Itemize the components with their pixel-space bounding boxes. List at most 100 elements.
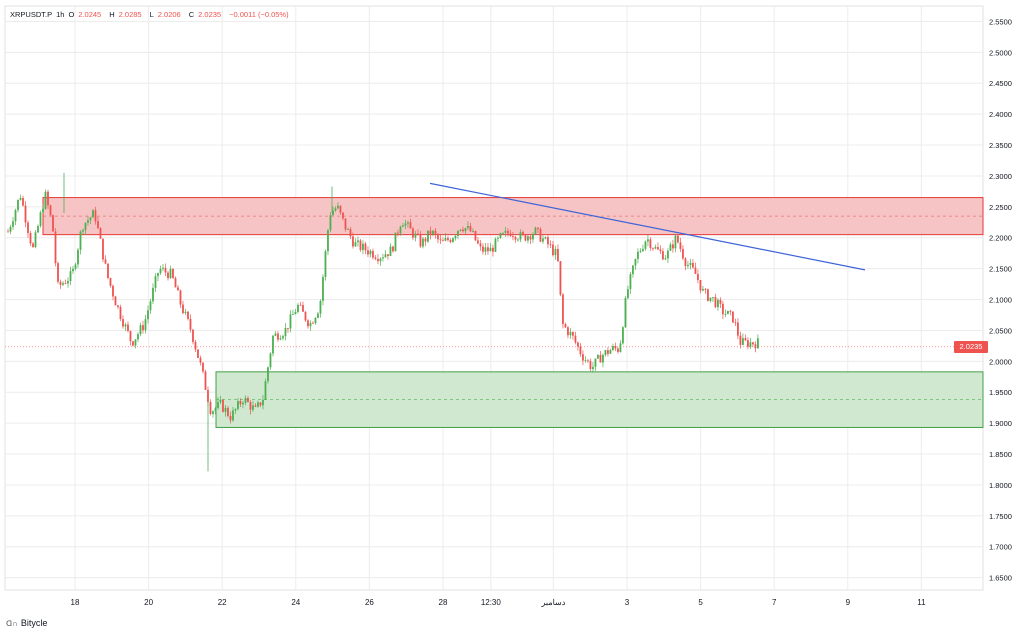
- candle-body: [17, 199, 19, 211]
- candle-body: [522, 232, 524, 235]
- candle-body: [337, 205, 339, 209]
- candle-body: [287, 328, 289, 329]
- y-tick-label: 2.2000: [989, 234, 1012, 243]
- candle-body: [37, 225, 39, 233]
- candle-body: [697, 273, 699, 280]
- candle-body: [384, 254, 387, 258]
- candle-body: [427, 230, 429, 242]
- candle-body: [537, 227, 539, 230]
- candle-body: [662, 251, 664, 260]
- candle-body: [704, 289, 707, 290]
- candle-body: [512, 236, 514, 237]
- candle-body: [132, 341, 134, 346]
- candle-body: [54, 231, 57, 264]
- candle-body: [252, 405, 254, 410]
- candle-body: [22, 197, 24, 206]
- candle-body: [257, 402, 259, 407]
- candle-body: [249, 402, 252, 410]
- candle-body: [224, 407, 227, 412]
- candle-body: [272, 335, 274, 354]
- candle-body: [194, 341, 197, 350]
- y-tick-label: 1.9500: [989, 388, 1012, 397]
- candle-body: [727, 310, 729, 315]
- candle-body: [594, 358, 597, 367]
- candle-body: [142, 325, 144, 331]
- candle-body: [129, 330, 132, 342]
- candle-body: [499, 233, 502, 238]
- x-tick-label: 9: [846, 598, 851, 607]
- candle-body: [572, 331, 574, 336]
- candle-body: [674, 235, 677, 249]
- candle-body: [237, 401, 239, 409]
- candle-body: [669, 244, 672, 251]
- candle-body: [184, 311, 187, 314]
- candle-body: [739, 335, 742, 345]
- candle-body: [262, 399, 264, 406]
- candle-body: [557, 248, 559, 262]
- candle-body: [197, 349, 199, 358]
- y-tick-label: 2.5500: [989, 17, 1012, 26]
- candle-body: [277, 333, 279, 340]
- close-label: C: [188, 10, 195, 19]
- candle-body: [509, 233, 512, 237]
- candle-body: [507, 230, 509, 234]
- candle-body: [297, 304, 299, 313]
- candle-body: [354, 242, 357, 247]
- candle-body: [469, 225, 472, 232]
- trendline[interactable]: [429, 182, 866, 271]
- candle-body: [434, 230, 437, 235]
- candle-body: [299, 304, 302, 306]
- candle-body: [432, 230, 434, 235]
- candle-body: [399, 226, 402, 234]
- candle-body: [82, 230, 84, 232]
- candle-body: [592, 366, 594, 370]
- candle-body: [292, 314, 294, 315]
- candle-body: [284, 328, 287, 337]
- candle-body: [539, 229, 542, 242]
- candle-body: [587, 360, 589, 362]
- candle-body: [117, 305, 119, 308]
- candle-body: [214, 408, 217, 412]
- candle-body: [664, 258, 667, 260]
- candle-body: [342, 212, 344, 219]
- candle-body: [97, 221, 99, 229]
- y-tick-label: 1.8500: [989, 450, 1012, 459]
- candle-body: [459, 229, 462, 231]
- candle-body: [362, 243, 364, 250]
- candle-body: [694, 267, 697, 274]
- candle-body: [684, 258, 687, 267]
- y-tick-label: 2.0500: [989, 326, 1012, 335]
- candle-body: [29, 232, 32, 244]
- candle-body: [77, 249, 79, 265]
- high-label: H: [109, 10, 115, 19]
- candle-body: [334, 208, 337, 211]
- candle-body: [319, 300, 322, 314]
- candle-body: [492, 247, 494, 252]
- candle-body: [59, 281, 62, 285]
- candle-body: [344, 218, 347, 230]
- candle-body: [447, 238, 449, 241]
- candle-body: [437, 234, 439, 240]
- plot-area: [4, 5, 984, 591]
- candle-body: [474, 230, 477, 241]
- candle-body: [202, 362, 204, 372]
- candle-body: [462, 229, 464, 232]
- change-value: −0.0011 (−0.05%): [229, 10, 289, 19]
- candle-body: [207, 389, 209, 402]
- candle-body: [484, 247, 487, 252]
- candle-body: [549, 244, 552, 246]
- candle-body: [62, 283, 64, 285]
- candle-body: [79, 231, 82, 250]
- candle-body: [302, 305, 304, 312]
- candle-body: [134, 339, 137, 346]
- candle-body: [64, 283, 67, 284]
- candle-body: [282, 336, 284, 339]
- x-tick-label: 7: [772, 598, 777, 607]
- candle-body: [562, 294, 564, 325]
- candle-body: [84, 222, 87, 231]
- candle-body: [377, 258, 379, 262]
- candle-body: [742, 338, 744, 345]
- candle-body: [122, 319, 124, 327]
